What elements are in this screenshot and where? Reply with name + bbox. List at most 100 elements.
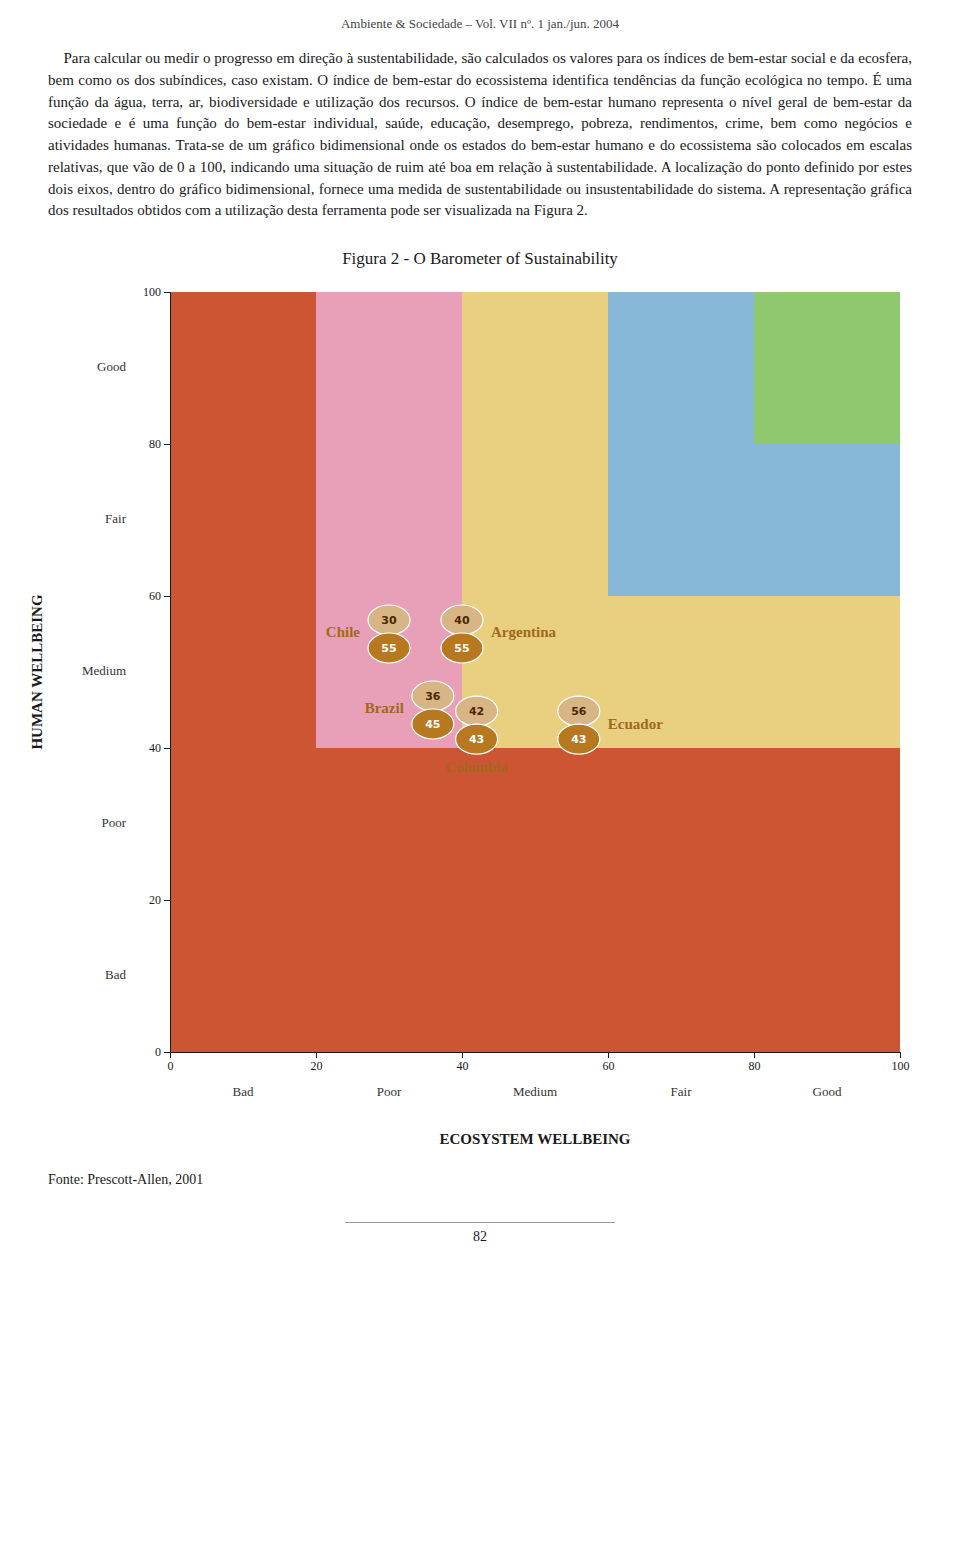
y-axis-tick-mark: [164, 748, 170, 749]
region: [754, 596, 900, 748]
region: [754, 444, 900, 596]
x-axis-tick: 20: [311, 1052, 323, 1073]
badge: [456, 696, 498, 754]
plot: 0 20 40 60 80 100 0 20 40 60 80 100 Bad Poor Medium Fai…: [29, 285, 910, 1147]
y-category-label: Medium: [82, 663, 126, 678]
chart: Figura 2 - O Barometer of Sustainability…: [0, 232, 960, 1172]
x-axis-tick-mark: [316, 1052, 317, 1058]
y-axis-title: HUMAN WELLBEING: [29, 594, 45, 749]
badge-top: [558, 696, 600, 726]
y-axis-line: [164, 293, 171, 1053]
x-axis-tick: 60: [603, 1052, 615, 1073]
badge: [441, 605, 483, 663]
y-category-label: Bad: [105, 967, 126, 982]
data-label: 55: [381, 642, 396, 655]
y-axis-tick: 0: [155, 1045, 170, 1059]
data-label: 43: [469, 733, 484, 746]
data-label: 45: [425, 718, 440, 731]
x-axis: 0 20 40 60 80 100: [168, 1052, 910, 1073]
region: [462, 292, 608, 748]
badge-top: [412, 681, 454, 711]
badge-bottom: [368, 633, 410, 663]
x-category-label: Medium: [513, 1084, 557, 1099]
region: [608, 292, 754, 596]
y-axis-tick-label: 40: [149, 741, 161, 755]
region: [170, 292, 316, 1052]
region: [316, 292, 462, 748]
page-rule: [345, 1222, 615, 1223]
data-label: 42: [469, 705, 484, 718]
y-axis-tick: 40: [149, 741, 170, 755]
region: [316, 748, 462, 900]
badge-top: [441, 605, 483, 635]
source-note: Fonte: Prescott-Allen, 2001: [48, 1172, 912, 1188]
badge-top: [456, 696, 498, 726]
point-name: Brazil: [365, 700, 404, 716]
badge-bottom: [412, 709, 454, 739]
x-axis-tick-label: 40: [457, 1059, 469, 1073]
x-category-label: Fair: [671, 1084, 693, 1099]
badge-bottom: [456, 724, 498, 754]
badge: [412, 681, 454, 739]
x-axis-title: ECOSYSTEM WELLBEING: [439, 1131, 630, 1147]
data-label: 56: [571, 705, 587, 718]
y-category-label: Fair: [105, 511, 127, 526]
y-axis-tick-label: 80: [149, 437, 161, 451]
x-axis-line: [171, 1053, 901, 1059]
x-axis-tick: 80: [749, 1052, 761, 1073]
x-axis-tick-mark: [900, 1052, 901, 1058]
data-label: 30: [381, 614, 397, 627]
data-label: 55: [454, 642, 469, 655]
x-axis-tick: 100: [892, 1052, 910, 1073]
page-header: Ambiente & Sociedade – Vol. VII nº. 1 ja…: [0, 0, 960, 32]
point-labels: 30 55 Chile 40 55 Argentina 36 45 Brazil 42 43 Colo…: [326, 614, 663, 775]
region: [316, 900, 900, 1052]
y-axis-tick-mark: [164, 444, 170, 445]
x-axis-tick-mark: [754, 1052, 755, 1058]
x-axis-tick-mark: [462, 1052, 463, 1058]
badge: [558, 696, 600, 754]
y-axis: 0 20 40 60 80 100: [143, 285, 171, 1059]
point-name: Chile: [326, 624, 361, 640]
region: [462, 748, 900, 900]
y-axis-tick: 20: [149, 893, 170, 907]
y-axis-tick-mark: [164, 900, 170, 901]
data-label: 36: [425, 690, 441, 703]
x-axis-tick-label: 0: [168, 1059, 174, 1073]
x-category-label: Good: [813, 1084, 842, 1099]
x-axis-tick: 40: [457, 1052, 469, 1073]
y-axis-tick: 100: [143, 285, 170, 299]
point-name: Argentina: [491, 624, 556, 640]
x-category-label: Bad: [233, 1084, 254, 1099]
y-axis-tick: 60: [149, 589, 170, 603]
y-axis-tick: 80: [149, 437, 170, 451]
badge: [368, 605, 410, 663]
data-label: 43: [571, 733, 586, 746]
x-axis-tick-label: 100: [892, 1059, 910, 1073]
y-axis-tick-label: 0: [155, 1045, 161, 1059]
badge-top: [368, 605, 410, 635]
y-axis-tick-label: 60: [149, 589, 161, 603]
badge-bottom: [558, 724, 600, 754]
marks: [170, 292, 900, 1052]
x-category-label: Poor: [377, 1084, 402, 1099]
body-text: Para calcular ou medir o progresso em di…: [48, 48, 912, 222]
x-axis-tick-label: 80: [749, 1059, 761, 1073]
region: [608, 596, 754, 748]
badge-bottom: [441, 633, 483, 663]
region: [754, 292, 900, 444]
y-axis-tick-mark: [164, 1052, 170, 1053]
x-axis-tick: 0: [168, 1052, 174, 1073]
y-axis-tick-label: 100: [143, 285, 161, 299]
x-axis-tick-label: 20: [311, 1059, 323, 1073]
y-axis-tick-mark: [164, 596, 170, 597]
y-axis-tick-label: 20: [149, 893, 161, 907]
data-label: 40: [454, 614, 470, 627]
y-category-label: Good: [97, 359, 126, 374]
y-category-label: Poor: [101, 815, 126, 830]
x-axis-tick-mark: [608, 1052, 609, 1058]
point-name: Colombia: [445, 759, 508, 775]
chart-title: Figura 2 - O Barometer of Sustainability: [342, 249, 618, 268]
x-axis-tick-label: 60: [603, 1059, 615, 1073]
y-axis-tick-mark: [164, 292, 170, 293]
